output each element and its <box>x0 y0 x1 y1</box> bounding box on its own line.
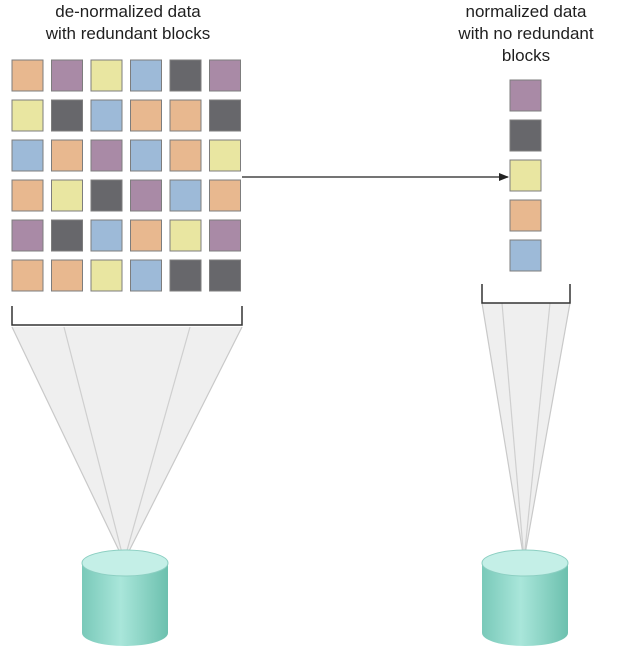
data-block-purple <box>209 59 241 92</box>
normalized-caption: normalized data with no redundant blocks <box>426 1 626 67</box>
denormalized-caption-line-1: de-normalized data <box>55 2 201 21</box>
data-block-yellow <box>11 99 44 132</box>
denormalized-caption: de-normalized data with redundant blocks <box>0 1 256 45</box>
data-block-orange <box>11 179 44 212</box>
data-block-purple <box>130 179 162 212</box>
data-block-orange <box>51 139 83 172</box>
data-block-orange <box>169 139 202 172</box>
data-block-yellow <box>169 219 202 252</box>
data-block-gray <box>90 179 123 212</box>
unique-block-blue <box>509 239 542 272</box>
data-block-orange <box>11 59 44 92</box>
left-database-icon <box>81 549 169 646</box>
normalized-caption-line-3: blocks <box>501 46 551 65</box>
data-block-orange <box>209 179 241 212</box>
data-block-blue <box>169 179 202 212</box>
data-block-orange <box>169 99 202 132</box>
unique-block-gray <box>509 119 542 152</box>
right-database-icon <box>481 549 569 646</box>
unique-block-stack <box>509 79 542 272</box>
data-block-gray <box>169 259 202 292</box>
unique-block-purple <box>509 79 542 112</box>
left-cone <box>11 326 243 562</box>
data-block-blue <box>130 259 162 292</box>
data-block-gray <box>209 99 241 132</box>
data-block-gray <box>209 259 241 292</box>
redundant-block-grid <box>11 59 241 292</box>
unique-block-yellow <box>509 159 542 192</box>
right-bracket <box>481 284 571 304</box>
data-block-orange <box>11 259 44 292</box>
data-block-blue <box>90 99 123 132</box>
data-block-yellow <box>51 179 83 212</box>
data-block-blue <box>130 59 162 92</box>
data-block-purple <box>11 219 44 252</box>
left-bracket <box>11 306 243 326</box>
data-block-purple <box>209 219 241 252</box>
right-cone <box>481 302 571 561</box>
data-block-orange <box>51 259 83 292</box>
data-block-blue <box>130 139 162 172</box>
data-block-yellow <box>209 139 241 172</box>
denormalized-caption-line-2: with redundant blocks <box>45 24 211 43</box>
data-block-yellow <box>90 259 123 292</box>
data-block-orange <box>130 219 162 252</box>
data-block-gray <box>51 219 83 252</box>
data-block-blue <box>11 139 44 172</box>
data-block-purple <box>51 59 83 92</box>
normalized-caption-line-2: with no redundant <box>458 24 594 43</box>
data-block-yellow <box>90 59 123 92</box>
data-block-blue <box>90 219 123 252</box>
data-block-purple <box>90 139 123 172</box>
normalized-caption-line-1: normalized data <box>465 2 587 21</box>
data-block-gray <box>51 99 83 132</box>
data-block-orange <box>130 99 162 132</box>
data-block-gray <box>169 59 202 92</box>
unique-block-orange <box>509 199 542 232</box>
